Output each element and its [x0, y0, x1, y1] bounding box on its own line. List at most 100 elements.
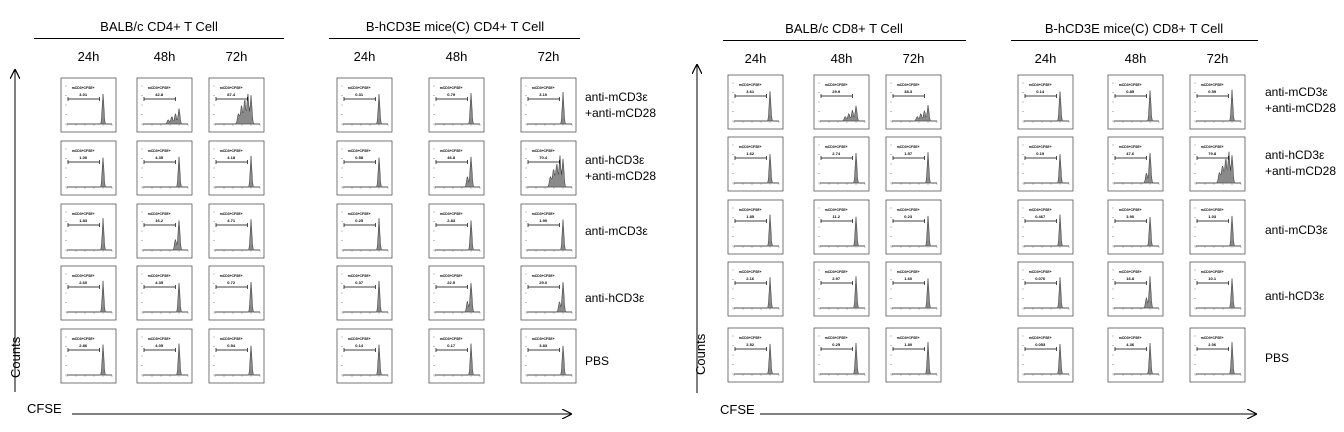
histogram-peak — [343, 157, 388, 188]
histogram-peak — [1196, 342, 1241, 375]
condition-label-line: anti-hCD3ε — [585, 153, 645, 167]
gate-percentage: 1.00 — [79, 155, 88, 160]
histogram-peak — [734, 214, 779, 247]
timepoint-label: 24h — [353, 49, 376, 64]
histogram-plot: mCD3+CFSE+ 0.31 — [336, 77, 393, 133]
plot-frame — [1017, 136, 1074, 192]
plot-frame — [520, 77, 577, 133]
histogram-peak — [1196, 215, 1241, 247]
histogram-peak — [67, 157, 112, 188]
histogram-plot: mCD3+CFSE+ 1.62 — [727, 136, 784, 192]
gate-percentage: 3.83 — [539, 343, 548, 348]
gate-label: mCD3+CFSE+ — [1201, 208, 1224, 212]
gate-percentage: 1.90 — [539, 218, 548, 223]
histogram-plot: mCD3+CFSE+ 79.8 — [1189, 136, 1246, 192]
gate-label: mCD3+CFSE+ — [897, 208, 920, 212]
histogram-peak — [343, 280, 388, 313]
group-underline — [34, 38, 284, 39]
timepoint-label: 48h — [1124, 51, 1147, 66]
gate-percentage: 16.2 — [155, 218, 164, 223]
gate-percentage: 4.35 — [155, 280, 164, 285]
gate-label: mCD3+CFSE+ — [348, 149, 371, 153]
condition-label-line: anti-mCD3ε — [1265, 223, 1328, 237]
histogram-plot: mCD3+CFSE+ 4.36 — [1107, 327, 1164, 383]
histogram-plot: mCD3+CFSE+ 1.83 — [60, 203, 117, 259]
plot-frame — [428, 77, 485, 133]
gate-label: mCD3+CFSE+ — [220, 337, 243, 341]
histogram-peak — [820, 105, 865, 122]
plot-frame — [1107, 261, 1164, 317]
histogram-plot: mCD3+CFSE+ 1.90 — [520, 203, 577, 259]
plot-frame — [136, 203, 193, 259]
plot-frame — [136, 328, 193, 384]
gate-percentage: 0.58 — [355, 155, 364, 160]
gate-label: mCD3+CFSE+ — [148, 149, 171, 153]
gate-percentage: 2.60 — [79, 280, 88, 285]
histogram-peak — [67, 93, 112, 125]
gate-percentage: 0.14 — [355, 343, 364, 348]
histogram-peak — [527, 282, 572, 313]
gate-percentage: 38.3 — [904, 89, 913, 94]
plot-frame — [813, 136, 870, 192]
histogram-plot: mCD3+CFSE+ 16.8 — [1107, 261, 1164, 317]
gate-label: mCD3+CFSE+ — [1029, 145, 1052, 149]
gate-label: mCD3+CFSE+ — [897, 270, 920, 274]
histogram-plot: mCD3+CFSE+ 3.83 — [520, 328, 577, 384]
histogram-peak — [143, 343, 188, 376]
gate-percentage: 29.0 — [539, 280, 548, 285]
histogram-peak — [734, 277, 779, 309]
plot-frame — [813, 327, 870, 383]
histogram-plot: mCD3+CFSE+ 2.97 — [813, 261, 870, 317]
condition-label-line: +anti-mCD28 — [1265, 164, 1337, 178]
gate-label: mCD3+CFSE+ — [1029, 208, 1052, 212]
histogram-peak — [1114, 343, 1159, 375]
group-underline — [1011, 40, 1258, 41]
gate-percentage: 2.83 — [447, 218, 456, 223]
gate-label: mCD3+CFSE+ — [148, 274, 171, 278]
plot-frame — [1017, 74, 1074, 130]
histogram-peak — [67, 280, 112, 313]
gate-label: mCD3+CFSE+ — [532, 86, 555, 90]
plot-frame — [1107, 199, 1164, 255]
gate-label: mCD3+CFSE+ — [72, 274, 95, 278]
histogram-plot: mCD3+CFSE+ 0.14 — [336, 328, 393, 384]
histogram-plot: mCD3+CFSE+ 1.03 — [1189, 199, 1246, 255]
gate-label: mCD3+CFSE+ — [72, 86, 95, 90]
plot-frame — [60, 77, 117, 133]
histogram-peak — [527, 219, 572, 251]
timepoint-label: 72h — [537, 49, 560, 64]
histogram-plot: mCD3+CFSE+ 0.59 — [1189, 74, 1246, 130]
panel-2: mCD3+CFSE+ 3.61 mCD3+CFSE+ 29.9 mCD3+CFSE+ 38… — [697, 65, 1256, 414]
plot-frame — [813, 261, 870, 317]
gate-percentage: 0.59 — [1208, 89, 1217, 94]
histogram-peak — [527, 345, 572, 376]
histogram-plot: mCD3+CFSE+ 0.19 — [1017, 136, 1074, 192]
gate-label: mCD3+CFSE+ — [440, 149, 463, 153]
gate-percentage: 0.54 — [227, 343, 236, 348]
plot-frame — [885, 261, 942, 317]
histogram-plot: mCD3+CFSE+ 0.72 — [208, 265, 265, 321]
condition-label-line: anti-hCD3ε — [585, 291, 645, 305]
histogram-peak — [67, 344, 112, 376]
gate-percentage: 4.71 — [227, 218, 236, 223]
histogram-plot: mCD3+CFSE+ 87.4 — [208, 77, 265, 133]
gate-label: mCD3+CFSE+ — [348, 274, 371, 278]
gate-label: mCD3+CFSE+ — [739, 270, 762, 274]
gate-label: mCD3+CFSE+ — [220, 86, 243, 90]
histogram-peak — [1024, 154, 1069, 184]
plot-frame — [813, 199, 870, 255]
gate-label: mCD3+CFSE+ — [148, 337, 171, 341]
histogram-peak — [215, 155, 260, 188]
plot-frame — [336, 328, 393, 384]
x-axis-label: CFSE — [27, 401, 62, 416]
plot-frame — [208, 328, 265, 384]
histogram-plot: mCD3+CFSE+ 2.60 — [60, 265, 117, 321]
gate-percentage: 2.16 — [746, 276, 755, 281]
gate-label: mCD3+CFSE+ — [1201, 83, 1224, 87]
histogram-plot: mCD3+CFSE+ 0.25 — [813, 327, 870, 383]
histogram-peak — [734, 154, 779, 184]
gate-label: mCD3+CFSE+ — [220, 212, 243, 216]
condition-label: anti-mCD3ε +anti-mCD28 — [585, 89, 656, 121]
plot-frame — [727, 74, 784, 130]
